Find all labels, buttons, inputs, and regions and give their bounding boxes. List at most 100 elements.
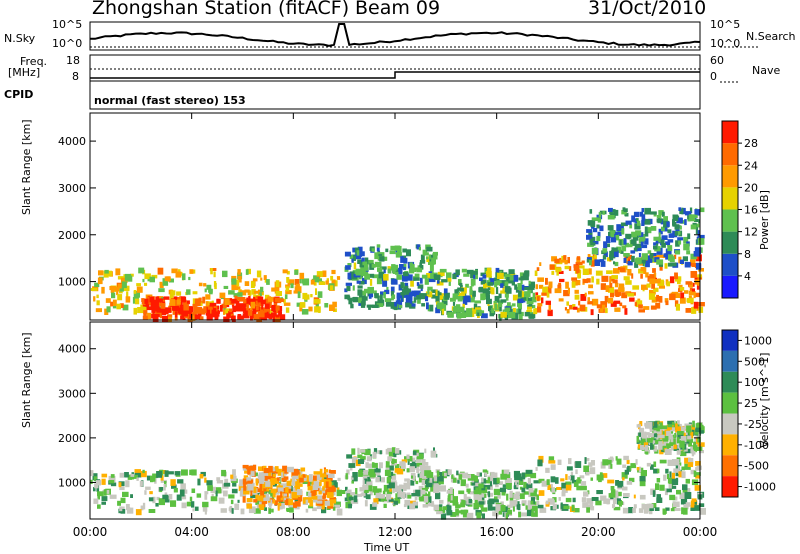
power-cell [394,303,398,311]
velocity-cell [242,496,246,503]
velocity-cell [215,490,218,497]
power-cell [315,288,317,295]
power-cell [403,257,408,264]
power-cell [380,294,383,302]
power-cell [378,299,385,306]
velocity-cell [375,476,380,483]
power-cell [504,286,511,293]
power-cell [331,269,336,275]
velocity-cell [556,487,563,490]
power-cell [186,289,191,295]
velocity-cell [456,472,463,476]
velocity-cell [436,470,440,477]
power-cell [690,253,697,260]
velocity-cell [375,492,382,499]
velocity-cell [228,507,233,511]
power-cell [239,290,247,296]
velocity-cell [610,486,615,491]
velocity-cell [657,468,660,474]
power-cell [648,293,656,300]
velocity-cell [686,425,692,433]
power-cell [634,262,639,268]
velocity-cell [536,501,540,506]
power-cell [624,212,629,217]
velocity-cell [247,468,251,475]
velocity-cell [530,490,537,497]
power-cell [640,273,643,279]
velocity-cell [657,428,662,435]
velocity-cell [162,494,169,500]
velocity-cell [607,479,615,484]
power-cell [374,261,382,268]
velocity-cell [527,500,531,507]
power-cell [354,247,359,252]
velocity-cell [678,464,681,470]
power-cell [237,315,244,320]
velocity-cell [270,492,275,500]
power-cell [645,260,650,268]
power-cell [600,260,606,267]
power-cell [549,284,553,289]
velocity-cell [681,471,686,479]
velocity-cell [504,478,512,485]
power-cell [650,305,657,310]
velocity-cell [357,459,364,464]
velocity-cell [277,504,280,511]
power-cell [565,281,569,289]
power-cell [612,279,618,284]
power-cell [267,296,271,302]
velocity-cell [612,498,617,505]
velocity-cell [622,477,625,481]
velocity-cell [329,499,333,506]
velocity-cell [230,474,234,479]
power-cell [347,295,351,301]
power-cell [420,254,425,261]
power-cell [639,261,645,266]
velocity-cell [565,484,572,491]
power-cell [301,309,309,315]
power-cell [614,261,619,267]
velocity-cell [433,447,435,452]
power-cell [407,295,411,301]
velocity-cell [297,478,301,482]
nsky-tick-top: 10^5 [52,18,83,31]
velocity-cell [268,465,273,473]
power-cell [534,270,538,276]
velocity-cell [211,493,214,498]
power-cell [591,247,598,255]
power-cell [535,285,538,289]
power-cell [695,227,699,235]
velocity-cell [596,474,604,481]
power-cell [419,260,426,264]
power-cell [472,290,476,297]
power-cell [176,299,181,305]
power-cell [686,250,691,255]
velocity-y-tick-label: 2000 [58,432,86,445]
velocity-cell [670,427,675,432]
velocity-cell [122,491,129,497]
velocity-cell [410,480,415,486]
power-cell [138,267,145,274]
velocity-cell [263,468,270,474]
power-cell [101,286,105,294]
velocity-cell [495,483,499,488]
velocity-cell [246,498,253,503]
power-cell [626,258,629,264]
power-cell [522,273,529,281]
velocity-cell [321,504,325,510]
power-cell [104,308,109,315]
power-cell [452,273,457,280]
velocity-cell [223,490,228,497]
nsky-line [89,23,701,47]
power-cell [426,256,429,260]
velocity-cell [430,450,437,458]
power-cell [684,211,692,216]
velocity-cell [473,503,479,509]
power-cell [237,269,241,275]
power-cell [480,293,486,300]
power-cell [163,296,170,300]
power-cell [479,277,483,281]
power-cell [143,310,148,315]
power-cell [647,255,652,260]
velocity-cell [310,490,317,497]
